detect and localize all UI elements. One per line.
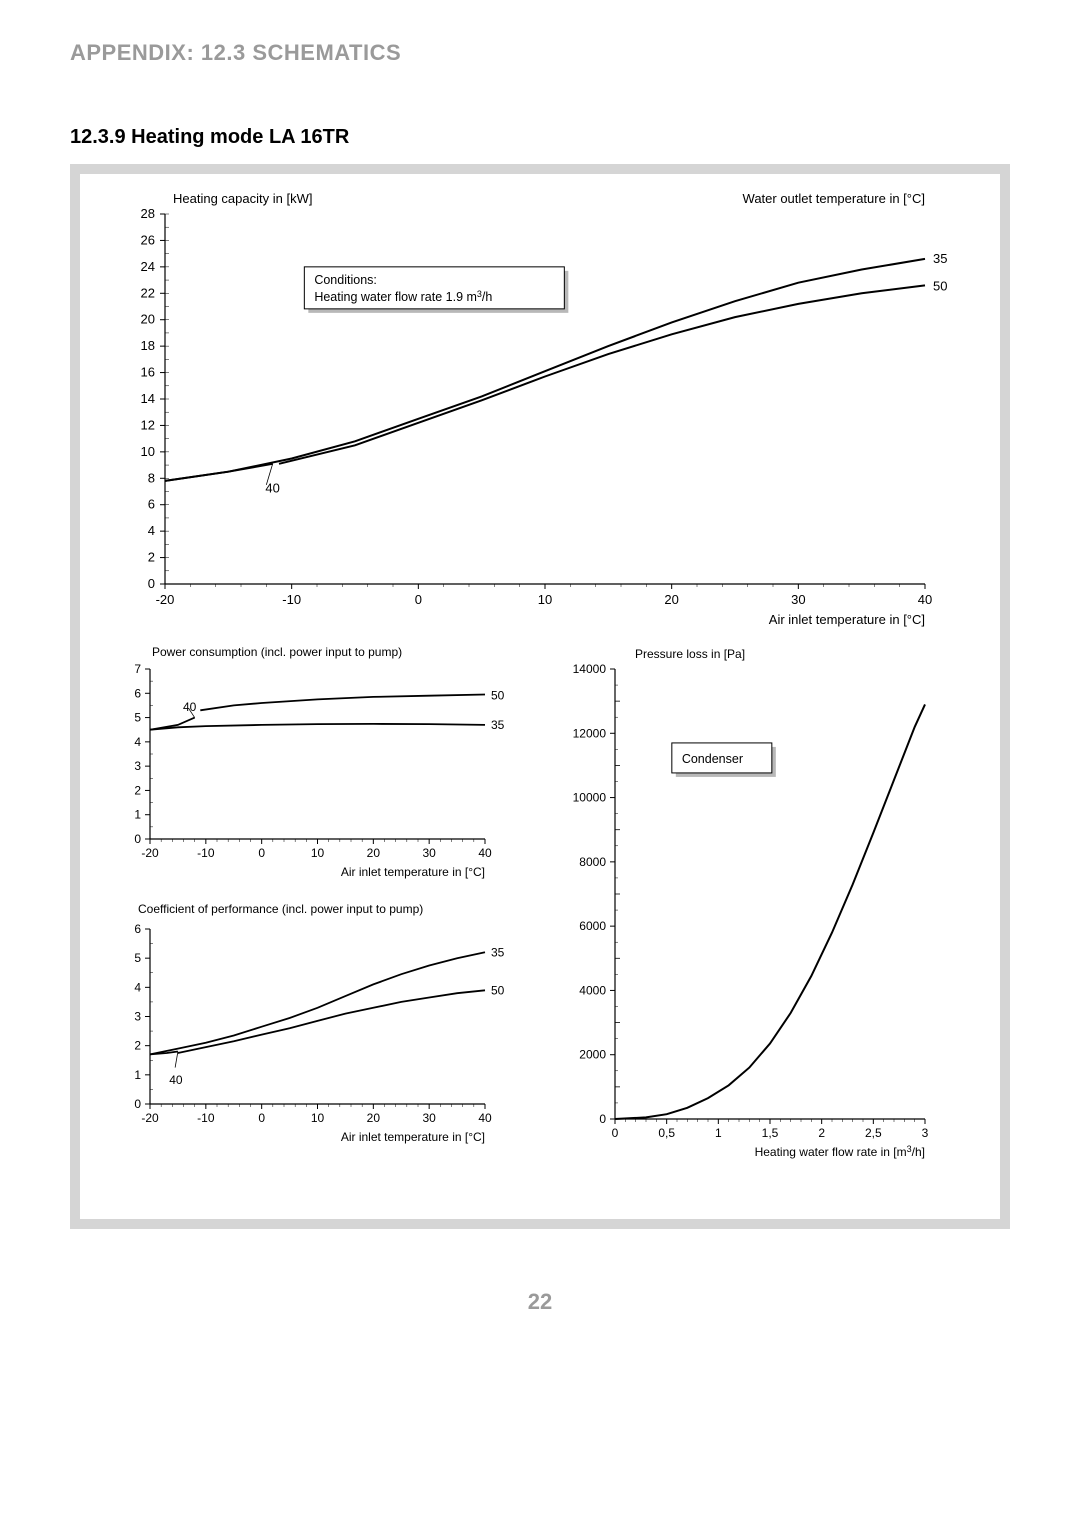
svg-text:Heating water flow rate 1.9 m3: Heating water flow rate 1.9 m3/h (314, 289, 492, 304)
chart-heating-capacity: 0246810121416182022242628-20-10010203040… (95, 189, 985, 644)
svg-text:0: 0 (134, 1097, 141, 1111)
svg-text:5: 5 (134, 951, 141, 965)
chart-power-consumption: 0 1 2 3 4 5 6 7 -20 -10 0 10 20 30 40 50 40 35 Power consu… (95, 644, 525, 899)
svg-text:0: 0 (599, 1112, 606, 1126)
svg-text:0: 0 (612, 1126, 619, 1140)
svg-text:Heating water flow rate in [m3: Heating water flow rate in [m3/h] (755, 1144, 925, 1159)
svg-text:40: 40 (169, 1073, 183, 1087)
svg-text:16: 16 (141, 365, 155, 380)
svg-text:7: 7 (134, 662, 141, 676)
svg-text:4: 4 (134, 735, 141, 749)
svg-text:Pressure loss in [Pa]: Pressure loss in [Pa] (635, 647, 745, 661)
svg-text:4000: 4000 (579, 983, 606, 997)
svg-text:50: 50 (491, 983, 505, 997)
page-header: APPENDIX: 12.3 SCHEMATICS (70, 40, 1010, 66)
svg-text:12000: 12000 (573, 726, 607, 740)
svg-text:Power consumption (incl. power: Power consumption (incl. power input to … (152, 645, 402, 659)
svg-text:30: 30 (422, 846, 436, 860)
svg-text:20: 20 (141, 312, 155, 327)
svg-text:24: 24 (141, 259, 155, 274)
svg-text:8: 8 (148, 470, 155, 485)
svg-text:50: 50 (933, 279, 947, 294)
svg-text:-10: -10 (197, 1111, 215, 1125)
svg-text:Air inlet temperature in [°C]: Air inlet temperature in [°C] (341, 865, 485, 879)
section-title: 12.3.9 Heating mode LA 16TR (70, 126, 1010, 149)
svg-text:30: 30 (791, 592, 805, 607)
svg-text:35: 35 (491, 945, 505, 959)
svg-text:35: 35 (491, 718, 505, 732)
svg-text:14: 14 (141, 391, 155, 406)
svg-text:10: 10 (311, 1111, 325, 1125)
svg-text:1: 1 (134, 808, 141, 822)
svg-text:2,5: 2,5 (865, 1126, 882, 1140)
svg-text:-20: -20 (141, 846, 159, 860)
svg-text:4: 4 (134, 980, 141, 994)
svg-text:-10: -10 (197, 846, 215, 860)
svg-text:20: 20 (367, 1111, 381, 1125)
svg-text:40: 40 (918, 592, 932, 607)
svg-text:2: 2 (818, 1126, 825, 1140)
svg-text:Condenser: Condenser (682, 752, 743, 766)
svg-text:18: 18 (141, 338, 155, 353)
svg-text:2: 2 (134, 1039, 141, 1053)
svg-text:0: 0 (134, 832, 141, 846)
svg-text:6000: 6000 (579, 919, 606, 933)
svg-text:6: 6 (148, 497, 155, 512)
chart-cop: 0 1 2 3 4 5 6 -20 -10 0 10 20 30 40 35 50 40 Coefficient … (95, 899, 525, 1164)
svg-text:Water outlet temperature in [°: Water outlet temperature in [°C] (743, 191, 925, 206)
svg-text:20: 20 (664, 592, 678, 607)
svg-text:26: 26 (141, 232, 155, 247)
svg-text:6: 6 (134, 686, 141, 700)
svg-text:2: 2 (134, 783, 141, 797)
chart-frame: 0246810121416182022242628-20-10010203040… (70, 164, 1010, 1229)
svg-text:8000: 8000 (579, 855, 606, 869)
svg-text:5: 5 (134, 711, 141, 725)
svg-text:0,5: 0,5 (658, 1126, 675, 1140)
svg-text:40: 40 (265, 480, 279, 495)
page-number: 22 (70, 1289, 1010, 1315)
svg-text:10: 10 (141, 444, 155, 459)
svg-text:Air inlet temperature in [°C]: Air inlet temperature in [°C] (769, 612, 925, 627)
svg-text:40: 40 (183, 700, 197, 714)
svg-text:6: 6 (134, 922, 141, 936)
svg-text:35: 35 (933, 251, 947, 266)
svg-text:28: 28 (141, 206, 155, 221)
svg-text:-10: -10 (282, 592, 301, 607)
svg-text:3: 3 (134, 759, 141, 773)
svg-text:-20: -20 (141, 1111, 159, 1125)
svg-text:Coefficient of performance (in: Coefficient of performance (incl. power … (138, 902, 423, 916)
svg-text:30: 30 (422, 1111, 436, 1125)
svg-text:14000: 14000 (573, 662, 607, 676)
svg-text:1: 1 (715, 1126, 722, 1140)
svg-text:0: 0 (258, 846, 265, 860)
svg-text:10: 10 (538, 592, 552, 607)
chart-pressure-loss: 0 2000 4000 6000 8000 10000 12000 14000 0 0,5 1 1,5… (545, 644, 945, 1179)
svg-text:-20: -20 (156, 592, 175, 607)
svg-text:20: 20 (367, 846, 381, 860)
svg-text:2: 2 (148, 550, 155, 565)
svg-text:4: 4 (148, 523, 155, 538)
svg-text:40: 40 (478, 1111, 492, 1125)
svg-text:1: 1 (134, 1068, 141, 1082)
svg-text:0: 0 (415, 592, 422, 607)
svg-text:Heating capacity in [kW]: Heating capacity in [kW] (173, 191, 312, 206)
svg-text:0: 0 (148, 576, 155, 591)
svg-text:Air inlet temperature in [°C]: Air inlet temperature in [°C] (341, 1130, 485, 1144)
svg-text:22: 22 (141, 285, 155, 300)
svg-text:3: 3 (922, 1126, 929, 1140)
svg-text:Conditions:: Conditions: (314, 273, 377, 287)
svg-text:10000: 10000 (573, 791, 607, 805)
svg-text:1,5: 1,5 (762, 1126, 779, 1140)
svg-text:50: 50 (491, 689, 505, 703)
svg-text:0: 0 (258, 1111, 265, 1125)
svg-text:40: 40 (478, 846, 492, 860)
svg-text:10: 10 (311, 846, 325, 860)
svg-text:2000: 2000 (579, 1048, 606, 1062)
svg-text:3: 3 (134, 1010, 141, 1024)
svg-text:12: 12 (141, 417, 155, 432)
